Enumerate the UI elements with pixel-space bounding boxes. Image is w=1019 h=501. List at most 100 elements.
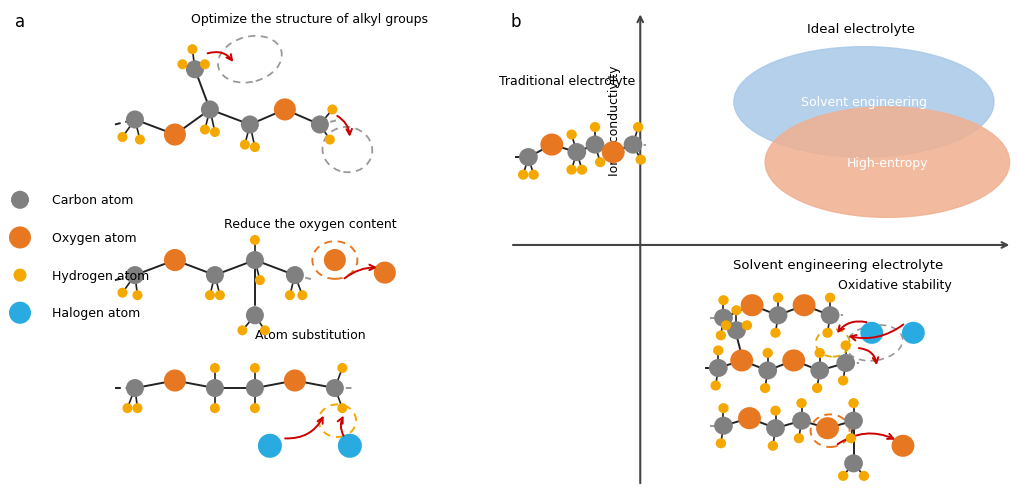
Circle shape (246, 252, 264, 270)
Ellipse shape (734, 48, 993, 158)
Circle shape (240, 116, 259, 134)
Text: Carbon atom: Carbon atom (52, 194, 133, 207)
Circle shape (792, 412, 810, 430)
Circle shape (901, 322, 924, 344)
Circle shape (284, 291, 294, 301)
Circle shape (820, 307, 839, 325)
Circle shape (635, 155, 645, 165)
Circle shape (311, 116, 328, 134)
Circle shape (274, 99, 296, 121)
Circle shape (741, 321, 751, 331)
Circle shape (730, 350, 752, 372)
Circle shape (769, 406, 780, 416)
Circle shape (821, 328, 832, 338)
Circle shape (200, 60, 210, 70)
Circle shape (125, 379, 144, 397)
Circle shape (327, 105, 337, 115)
Circle shape (164, 124, 185, 146)
Text: Reduce the oxygen content: Reduce the oxygen content (223, 218, 395, 231)
Circle shape (715, 331, 726, 341)
Circle shape (283, 370, 306, 392)
Circle shape (210, 363, 220, 373)
Circle shape (201, 101, 219, 119)
Circle shape (122, 403, 132, 413)
Circle shape (185, 61, 204, 79)
Circle shape (859, 322, 882, 344)
Circle shape (713, 417, 732, 435)
Circle shape (9, 302, 31, 324)
Circle shape (720, 321, 731, 331)
Circle shape (844, 454, 862, 472)
Text: Hydrogen atom: Hydrogen atom (52, 269, 150, 282)
Circle shape (738, 407, 760, 429)
Circle shape (11, 191, 29, 209)
Text: Solvent engineering: Solvent engineering (800, 96, 926, 109)
Circle shape (540, 134, 562, 156)
Text: b: b (510, 13, 520, 31)
Circle shape (210, 403, 220, 413)
Circle shape (740, 295, 763, 317)
Circle shape (811, 383, 821, 393)
Circle shape (519, 149, 537, 167)
Circle shape (566, 130, 576, 140)
Circle shape (623, 136, 642, 154)
Circle shape (206, 267, 224, 285)
Text: High-entropy: High-entropy (846, 156, 927, 169)
Circle shape (215, 291, 224, 301)
Text: Oxygen atom: Oxygen atom (52, 231, 137, 244)
Circle shape (809, 362, 828, 380)
Circle shape (762, 348, 772, 358)
Circle shape (731, 306, 741, 316)
Circle shape (518, 170, 528, 180)
Circle shape (260, 326, 270, 336)
Circle shape (858, 471, 868, 481)
Circle shape (796, 398, 806, 408)
Circle shape (239, 140, 250, 150)
Circle shape (325, 379, 343, 397)
Circle shape (337, 363, 347, 373)
Circle shape (717, 403, 728, 413)
Text: a: a (15, 13, 25, 31)
Circle shape (324, 249, 345, 272)
Circle shape (713, 309, 732, 327)
Circle shape (715, 438, 726, 448)
Circle shape (717, 296, 728, 306)
Circle shape (125, 111, 144, 129)
Circle shape (164, 249, 185, 272)
Circle shape (374, 262, 395, 284)
Circle shape (633, 123, 643, 133)
Circle shape (9, 227, 31, 249)
Circle shape (708, 359, 727, 377)
Circle shape (710, 381, 720, 391)
Circle shape (727, 322, 745, 340)
Circle shape (814, 348, 824, 358)
Circle shape (767, 441, 777, 451)
Circle shape (285, 267, 304, 285)
Circle shape (258, 434, 281, 458)
Circle shape (792, 295, 815, 317)
Circle shape (210, 128, 220, 138)
Circle shape (337, 434, 362, 458)
Circle shape (246, 307, 264, 325)
Circle shape (891, 435, 913, 457)
Ellipse shape (764, 108, 1009, 218)
Circle shape (164, 370, 185, 392)
Circle shape (200, 125, 210, 135)
Circle shape (566, 165, 576, 175)
Circle shape (589, 123, 599, 133)
Circle shape (848, 398, 858, 408)
Circle shape (246, 379, 264, 397)
Circle shape (815, 417, 839, 439)
Circle shape (528, 170, 538, 180)
Circle shape (594, 158, 605, 168)
Circle shape (824, 293, 835, 303)
Circle shape (601, 142, 624, 164)
Text: Ionic conductivity: Ionic conductivity (607, 65, 621, 175)
Circle shape (782, 350, 804, 372)
Circle shape (250, 235, 260, 245)
Circle shape (845, 433, 855, 443)
Circle shape (132, 291, 143, 301)
Circle shape (206, 379, 224, 397)
Circle shape (13, 269, 26, 282)
Circle shape (759, 383, 769, 393)
